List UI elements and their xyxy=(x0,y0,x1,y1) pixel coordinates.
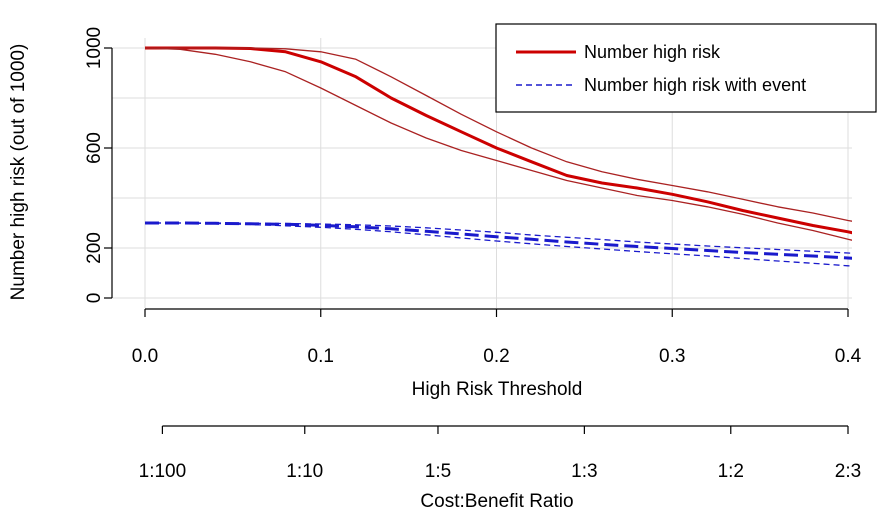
series-layer xyxy=(144,46,852,267)
cost-benefit-tick-label: 1:5 xyxy=(425,461,451,482)
cost-benefit-tick-label: 2:3 xyxy=(835,461,861,482)
legend-box xyxy=(495,23,877,113)
legend-label-number-high-risk: Number high risk xyxy=(584,42,721,62)
cost-benefit-tick-label: 1:100 xyxy=(139,461,187,482)
cost-benefit-axis-label: Cost:Benefit Ratio xyxy=(420,491,573,512)
x-tick-label: 0.4 xyxy=(835,346,862,367)
series-line-number-high-risk-with-event-upper xyxy=(145,222,852,254)
y-tick-label: 0 xyxy=(84,293,105,304)
series-line-number-high-risk-lower xyxy=(144,47,852,241)
x-tick-label: 0.1 xyxy=(308,346,334,367)
cost-benefit-tick-label: 1:3 xyxy=(571,461,597,482)
legend-label-number-high-risk-with-event: Number high risk with event xyxy=(584,75,806,95)
axes: 0 200 600 1000 0.0 0.1 0.2 0.3 0.4 1:100 1:10 1:5 1:… xyxy=(84,27,862,482)
x-tick-label: 0.0 xyxy=(132,346,158,367)
y-tick-label: 1000 xyxy=(84,27,105,69)
y-tick-label: 600 xyxy=(84,132,105,164)
x-tick-label: 0.3 xyxy=(659,346,685,367)
x-axis-label: High Risk Threshold xyxy=(412,379,583,400)
legend: Number high risk Number high risk with e… xyxy=(495,23,877,113)
series-line-number-high-risk-upper xyxy=(145,47,852,222)
series-line-number-high-risk xyxy=(145,46,852,235)
y-tick-label: 200 xyxy=(84,232,105,264)
series-line-number-high-risk-with-event-lower xyxy=(145,222,852,267)
series-line-number-high-risk-with-event xyxy=(145,221,852,260)
series-group xyxy=(144,46,852,267)
cost-benefit-tick-label: 1:2 xyxy=(718,461,744,482)
x-tick-label: 0.2 xyxy=(483,346,509,367)
cost-benefit-tick-label: 1:10 xyxy=(286,461,323,482)
y-axis-label: Number high risk (out of 1000) xyxy=(8,44,29,301)
